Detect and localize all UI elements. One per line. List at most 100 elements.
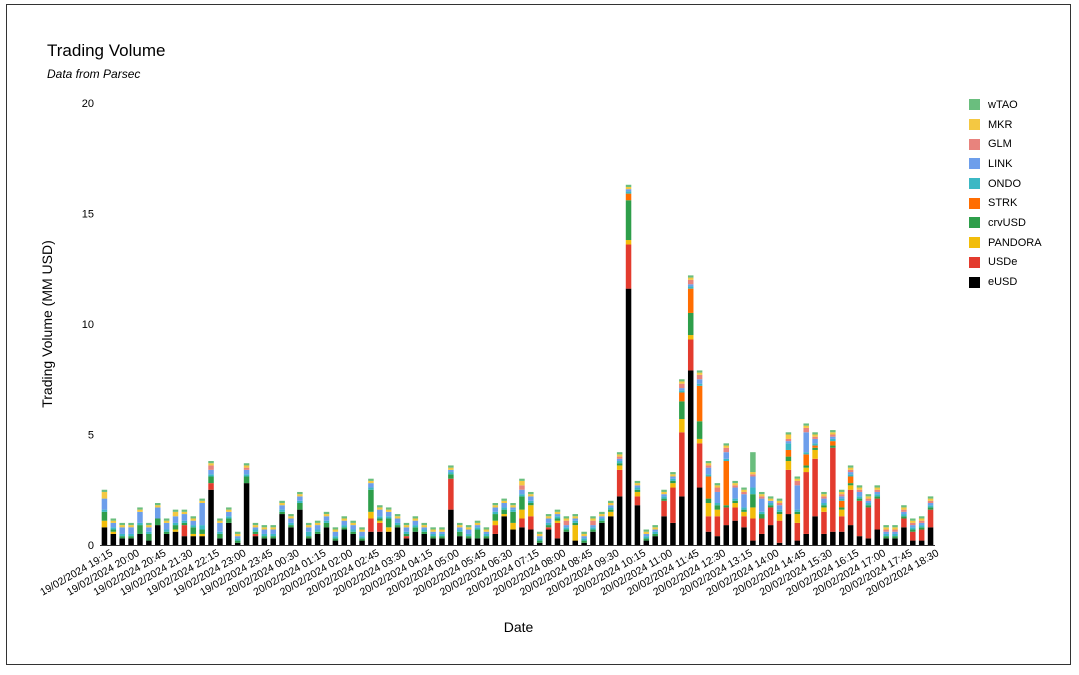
bar-segment-crvusd bbox=[314, 531, 321, 534]
bar-segment-mkr bbox=[101, 491, 108, 499]
bar-segment-wtao bbox=[759, 491, 765, 495]
bar-segment-crvusd bbox=[377, 518, 383, 521]
bar-segment-mkr bbox=[599, 514, 605, 517]
bar-segment-link bbox=[705, 467, 712, 475]
bar-segment-ondo bbox=[146, 531, 152, 534]
bar-segment-wtao bbox=[208, 461, 214, 464]
bar-segment-mkr bbox=[128, 525, 134, 528]
bar-segment-link bbox=[403, 527, 410, 532]
bar-segment-strk bbox=[803, 454, 809, 466]
bar-segment-ondo bbox=[208, 474, 214, 477]
bar-segment-ondo bbox=[892, 533, 898, 537]
bar-segment-link bbox=[430, 531, 436, 534]
legend-swatch bbox=[969, 276, 980, 288]
bar-segment-usde bbox=[519, 518, 525, 528]
bar-segment-mkr bbox=[625, 186, 632, 190]
bar-segment-wtao bbox=[403, 522, 410, 526]
bar-segment-mkr bbox=[847, 467, 854, 470]
bar-segment-pandora bbox=[616, 465, 623, 470]
bar-segment-mkr bbox=[385, 509, 392, 512]
bar-segment-crvusd bbox=[608, 509, 614, 512]
bar-segment-wtao bbox=[741, 487, 747, 490]
bar-segment-crvusd bbox=[652, 533, 658, 537]
bar-segment-crvusd bbox=[670, 480, 676, 484]
bar-segment-eusd bbox=[750, 540, 756, 545]
bar-segment-mkr bbox=[776, 500, 783, 504]
bar-segment-eusd bbox=[457, 536, 463, 545]
bar-segment-wtao bbox=[803, 423, 809, 426]
bar-segment-mkr bbox=[696, 372, 703, 375]
bar-segment-eusd bbox=[616, 496, 623, 545]
bar-segment-pandora bbox=[625, 240, 632, 245]
bar-segment-ondo bbox=[918, 525, 925, 528]
bar-segment-strk bbox=[723, 461, 730, 506]
bar-segment-link bbox=[323, 516, 330, 521]
bar-segment-eusd bbox=[234, 542, 241, 545]
bar-segment-ondo bbox=[128, 533, 134, 537]
bar-segment-pandora bbox=[608, 511, 614, 517]
bar-segment-mkr bbox=[243, 465, 250, 468]
bar-segment-link bbox=[199, 503, 205, 526]
bar-segment-link bbox=[732, 487, 738, 499]
bar-segment-ondo bbox=[457, 529, 463, 532]
bar-segment-wtao bbox=[679, 379, 685, 382]
bar-segment-mkr bbox=[297, 494, 303, 497]
bar-segment-crvusd bbox=[732, 500, 738, 504]
bar-segment-mkr bbox=[368, 480, 374, 484]
bar-segment-link bbox=[208, 469, 214, 475]
bar-segment-crvusd bbox=[261, 536, 268, 539]
bar-segment-link bbox=[785, 441, 792, 444]
bar-segment-pandora bbox=[368, 511, 374, 519]
bar-segment-ondo bbox=[910, 527, 916, 530]
bar-segment-link bbox=[270, 529, 276, 534]
bar-segment-link bbox=[288, 518, 294, 523]
bar-segment-pandora bbox=[741, 511, 747, 517]
bar-segment-glm bbox=[723, 447, 730, 453]
bar-segment-mkr bbox=[190, 518, 197, 521]
bar-segment-strk bbox=[687, 288, 694, 313]
bar-segment-wtao bbox=[181, 509, 188, 512]
bar-segment-eusd bbox=[608, 516, 614, 545]
bar-segment-wtao bbox=[279, 500, 285, 504]
bar-segment-usde bbox=[696, 443, 703, 488]
bar-segment-wtao bbox=[732, 480, 738, 484]
bar-segment-crvusd bbox=[172, 525, 179, 530]
bar-segment-link bbox=[608, 505, 614, 508]
bar-segment-link bbox=[687, 284, 694, 287]
bar-segment-eusd bbox=[741, 527, 747, 545]
bar-segment-link bbox=[634, 485, 641, 488]
bar-segment-wtao bbox=[110, 518, 117, 521]
bar-segment-mkr bbox=[892, 527, 898, 530]
bar-segment-strk bbox=[679, 392, 685, 402]
bar-segment-wtao bbox=[892, 525, 898, 528]
bar-segment-wtao bbox=[385, 507, 392, 510]
bar-segment-mkr bbox=[279, 503, 285, 506]
bar-segment-wtao bbox=[510, 503, 516, 506]
bar-segment-crvusd bbox=[226, 518, 232, 523]
bar-segment-link bbox=[154, 507, 161, 519]
bar-segment-pandora bbox=[696, 438, 703, 444]
legend-swatch bbox=[969, 256, 980, 268]
bar-segment-mkr bbox=[608, 503, 614, 506]
bar-segment-eusd bbox=[181, 536, 188, 545]
bar-segment-eusd bbox=[483, 538, 490, 545]
bar-segment-glm bbox=[821, 496, 827, 499]
bar-segment-eusd bbox=[918, 540, 925, 545]
bar-segment-wtao bbox=[830, 430, 836, 433]
bar-segment-usde bbox=[403, 536, 410, 539]
bar-segment-link bbox=[501, 503, 507, 508]
bar-segment-crvusd bbox=[394, 525, 401, 528]
bar-segment-pandora bbox=[714, 509, 721, 517]
bar-segment-link bbox=[332, 531, 339, 537]
legend-label: LINK bbox=[988, 157, 1013, 170]
bar-segment-mkr bbox=[492, 505, 499, 508]
bar-segment-link bbox=[661, 494, 667, 497]
bar-segment-eusd bbox=[687, 370, 694, 545]
bar-segment-mkr bbox=[910, 520, 916, 523]
bar-segment-link bbox=[377, 509, 383, 517]
bar-segment-crvusd bbox=[554, 518, 561, 521]
bar-segment-usde bbox=[865, 507, 872, 539]
bar-segment-wtao bbox=[243, 463, 250, 466]
bar-segment-link bbox=[243, 469, 250, 475]
bar-segment-link bbox=[803, 432, 809, 453]
